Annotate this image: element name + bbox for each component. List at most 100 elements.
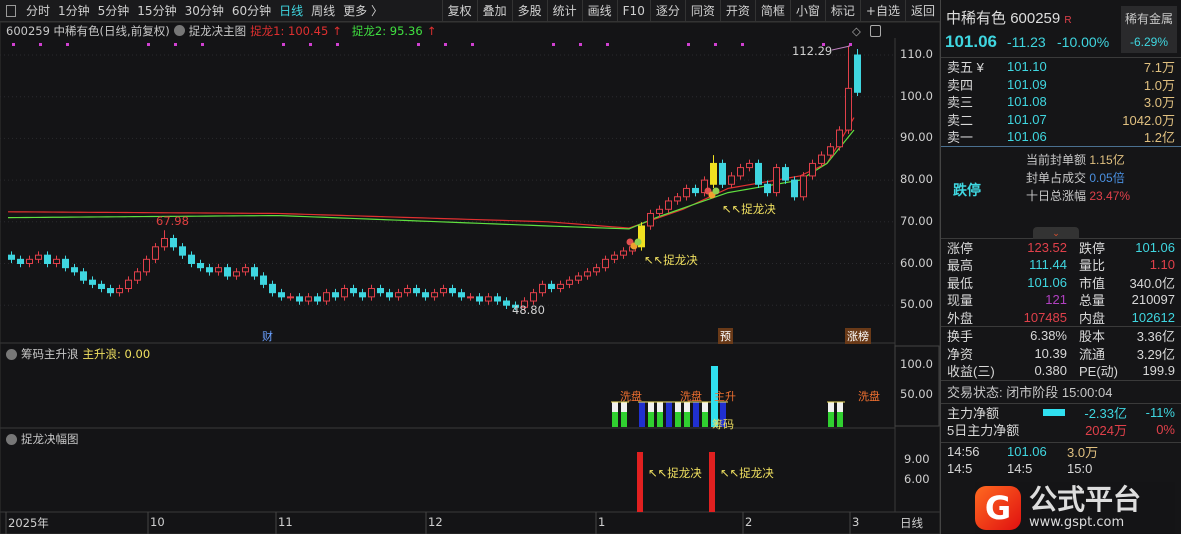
sub2-signal-label: ↖↖捉龙决 [720, 466, 774, 480]
sub1-bar [692, 401, 701, 427]
date-label: 12 [428, 515, 443, 529]
logo-url: www.gspt.com [1029, 515, 1125, 530]
candle [503, 297, 510, 309]
stat-value: 121 [1045, 292, 1067, 308]
candle [449, 284, 456, 297]
stat-value: 199.9 [1142, 363, 1175, 379]
sub2-title: 捉龙决幅图 [6, 431, 79, 447]
period-tab[interactable]: 分时 [26, 4, 51, 18]
sector-button[interactable]: 稀有金属 -6.29% [1121, 6, 1177, 53]
candle [719, 159, 726, 189]
flow-pct: -11% [1145, 404, 1175, 420]
candle [116, 284, 123, 297]
date-label: 10 [150, 515, 165, 529]
period-tab[interactable]: 30分钟 [184, 4, 224, 18]
toolbar-button[interactable]: F10 [616, 0, 650, 21]
period-tab[interactable]: 周线 [311, 4, 336, 18]
stat-value: 101.06 [1135, 239, 1175, 255]
candle [602, 255, 609, 272]
ask-price: 101.09 [1007, 76, 1047, 92]
candle [746, 159, 753, 172]
toolbar-button[interactable]: 多股 [511, 0, 547, 21]
stat-value: 111.44 [1029, 257, 1067, 273]
toolbar-button[interactable]: 画线 [581, 0, 617, 21]
toolbar-button[interactable]: 同资 [684, 0, 720, 21]
dropdown-icon[interactable] [6, 433, 17, 445]
toolbar-button[interactable]: 小窗 [789, 0, 825, 21]
candle [8, 251, 15, 264]
top-marker [849, 43, 852, 46]
top-marker [12, 43, 15, 46]
top-marker [39, 43, 42, 46]
stat-label: 外盘 [947, 310, 974, 326]
candle [476, 293, 483, 305]
toolbar-button[interactable]: 逐分 [649, 0, 685, 21]
candle [827, 142, 834, 159]
sub1-bar [827, 401, 836, 427]
sub1-bar [836, 401, 845, 427]
stat-label: 最低 [947, 275, 974, 291]
period-tab[interactable]: 1分钟 [58, 4, 90, 18]
last-price: 101.06 [945, 32, 997, 51]
candle [296, 293, 303, 305]
period-tab[interactable]: 更多 〉 [343, 4, 383, 18]
tag-zhangbang: 涨榜 [845, 328, 871, 344]
period-tab[interactable]: 5分钟 [97, 4, 130, 18]
candle [323, 288, 330, 305]
dropdown-icon[interactable] [6, 348, 17, 360]
candle [557, 280, 564, 293]
sub2-name[interactable]: 捉龙决幅图 [21, 432, 79, 446]
stat-label: 市值 [1079, 275, 1106, 291]
stat-value: 210097 [1131, 292, 1175, 308]
sub1-title: 筹码主升浪 主升浪: 0.00 [6, 346, 150, 362]
chart-info-row: 600259 中稀有色(日线,前复权) 捉龙决主图 捉龙1: 100.45 ↑ 捉… [0, 22, 895, 39]
seal-value: 1.15亿 [1089, 152, 1125, 167]
seal-label: 当前封单额 [1026, 152, 1087, 167]
sub1-bar [701, 401, 710, 427]
diamond-icon[interactable]: ◇ [852, 23, 861, 38]
expand-chevron-icon[interactable]: ⌄ [1033, 226, 1079, 239]
ask-price: 101.10 [1007, 59, 1047, 75]
indicator-value-1: 捉龙1: 100.45 [250, 23, 329, 38]
sub1-bar [665, 401, 674, 427]
candle [809, 159, 816, 180]
price-axis-label: 50.00 [900, 297, 933, 312]
sub2-signal-bar [637, 452, 643, 512]
sub1-axis-label: 50.00 [900, 387, 933, 401]
kline-chart[interactable] [0, 0, 940, 534]
tick-time: 15:0 [1067, 461, 1093, 477]
toolbar-button[interactable]: 叠加 [476, 0, 512, 21]
period-tab[interactable]: 60分钟 [231, 4, 272, 18]
toolbar-button[interactable]: 返回 [904, 0, 940, 21]
period-tab[interactable]: 15分钟 [137, 4, 177, 18]
sub1-word: 洗盘 [858, 390, 880, 403]
candle [368, 284, 375, 301]
price-pct: -10.00% [1057, 34, 1110, 50]
gspt-logo: G 公式平台 www.gspt.com [975, 482, 1175, 534]
stat-label: 股本 [1079, 329, 1106, 345]
sub1-name[interactable]: 筹码主升浪 [21, 347, 79, 361]
toolbar-button[interactable]: 开资 [719, 0, 755, 21]
top-marker [174, 43, 177, 46]
stat-row: 涨停 123.52 跌停 101.06 [941, 239, 1181, 257]
ask-volume: 1.2亿 [1143, 130, 1175, 146]
sub2-axis-label: 9.00 [904, 452, 930, 466]
period-tab[interactable]: 日线 [279, 4, 304, 18]
indicator-name[interactable]: 捉龙决主图 [188, 23, 247, 38]
candle [314, 293, 321, 305]
sidebar-toggle-icon[interactable] [6, 4, 16, 17]
toolbar-button[interactable]: 复权 [441, 0, 477, 21]
sub1-word: 筹码 [712, 418, 734, 431]
toolbar-button[interactable]: 标记 [824, 0, 860, 21]
stat-row: 净资 10.39 流通 3.29亿 [941, 345, 1181, 363]
indicator-dropdown-icon[interactable] [173, 25, 185, 36]
candle [134, 268, 141, 284]
toolbar-button[interactable]: 统计 [546, 0, 582, 21]
flow-label[interactable]: 主力净额 [947, 405, 1000, 421]
toolbar-button[interactable]: 简框 [754, 0, 790, 21]
flow-row: 主力净额 -2.33亿 -11% [941, 404, 1181, 422]
limit-status: 跌停 [953, 181, 981, 198]
panel-toggle-icon[interactable] [870, 24, 881, 37]
toolbar-button[interactable]: +自选 [859, 0, 905, 21]
date-mode: 日线 [900, 516, 923, 530]
